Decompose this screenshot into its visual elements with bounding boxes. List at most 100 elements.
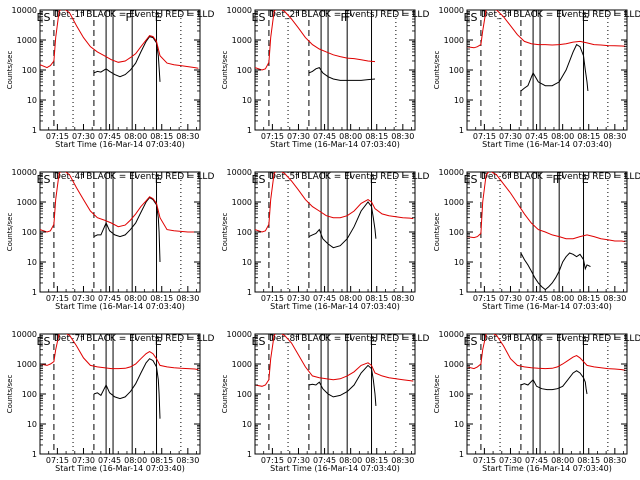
y-tick-label: 1000: [232, 36, 252, 45]
marker-label: E: [37, 11, 44, 24]
plot-frame: [254, 171, 416, 293]
y-tick-label: 10: [27, 96, 37, 105]
x-tick-label: 07:15: [46, 132, 69, 141]
y-tick-label: 100: [237, 228, 252, 237]
marker-label: S: [258, 173, 265, 186]
x-tick-label: 07:45: [313, 456, 336, 465]
y-axis: 1 10 100 1000 10000: [439, 6, 627, 135]
y-tick-label: 10: [242, 420, 252, 429]
x-axis-label: Start Time (16-Mar-14 07:03:40): [55, 140, 185, 149]
x-tick-label: 07:45: [313, 294, 336, 303]
events-series-line: [308, 364, 377, 406]
marker-label: S: [43, 173, 50, 186]
panel-title: Det_6f BLACK = Events, RED = LLD: [481, 172, 640, 182]
x-tick-label: 08:30: [603, 456, 626, 465]
y-axis: 1 10 100 1000 10000: [12, 168, 200, 297]
y-tick-label: 10: [242, 258, 252, 267]
x-tick-label: 07:15: [261, 132, 284, 141]
x-tick-label: 08:30: [603, 294, 626, 303]
y-tick-label: 1: [247, 450, 252, 459]
lld-series-line: [255, 172, 414, 233]
x-axis-label: Start Time (16-Mar-14 07:03:40): [270, 302, 400, 311]
x-tick-label: 07:30: [72, 294, 95, 303]
y-tick-label: 10: [454, 96, 464, 105]
plot-frame: [39, 171, 201, 293]
y-axis-label: Counts/sec: [433, 375, 441, 414]
y-tick-label: 1: [247, 288, 252, 297]
y-tick-label: 10: [27, 420, 37, 429]
y-tick-label: 100: [449, 66, 464, 75]
y-tick-label: 100: [449, 390, 464, 399]
plot-frame: [466, 9, 628, 131]
x-tick-label: 07:30: [72, 132, 95, 141]
x-axis: 07:15 07:30 07:45 08:00 08:15 08:30: [46, 172, 199, 303]
y-tick-label: 1000: [444, 360, 464, 369]
x-axis: 07:15 07:30 07:45 08:00 08:15 08:30: [46, 334, 199, 465]
event-markers: [268, 334, 397, 454]
marker-label: F: [126, 11, 132, 24]
series-group: [467, 10, 626, 92]
panel-title: Det_9f BLACK = Events, RED = LLD: [481, 334, 640, 344]
marker-label: E: [464, 335, 471, 348]
marker-label: E: [37, 173, 44, 186]
y-tick-label: 10: [454, 258, 464, 267]
marker-label: E: [370, 335, 377, 348]
lld-series-line: [255, 334, 414, 387]
marker-label: F: [344, 11, 350, 24]
x-tick-label: 07:30: [72, 456, 95, 465]
plot-frame: [39, 9, 201, 131]
x-axis: 07:15 07:30 07:45 08:00 08:15 08:30: [46, 10, 199, 141]
x-tick-label: 07:15: [261, 456, 284, 465]
x-tick-label: 08:15: [150, 294, 173, 303]
x-axis-label: Start Time (16-Mar-14 07:03:40): [482, 464, 612, 473]
event-markers: [53, 172, 182, 292]
x-tick-label: 07:15: [473, 132, 496, 141]
marker-label: E: [252, 335, 259, 348]
x-tick-label: 08:00: [124, 294, 147, 303]
marker-label: S: [258, 335, 265, 348]
x-tick-label: 08:15: [577, 294, 600, 303]
y-axis: 1 10 100 1000 10000: [227, 330, 415, 459]
x-axis: 07:15 07:30 07:45 08:00 08:15 08:30: [473, 10, 626, 141]
y-tick-label: 10: [454, 420, 464, 429]
panel-title: Det_3f BLACK = Events, RED = LLD: [481, 10, 640, 20]
y-axis: 1 10 100 1000 10000: [227, 168, 415, 297]
lld-series-line: [467, 10, 626, 49]
x-tick-label: 08:30: [176, 132, 199, 141]
lld-series-line: [467, 172, 626, 243]
y-tick-label: 1000: [17, 360, 37, 369]
x-tick-label: 08:15: [150, 456, 173, 465]
x-axis-label: Start Time (16-Mar-14 07:03:40): [55, 302, 185, 311]
y-tick-label: 1: [247, 126, 252, 135]
x-tick-label: 07:15: [473, 294, 496, 303]
series-group: [467, 172, 626, 291]
x-axis-label: Start Time (16-Mar-14 07:03:40): [270, 464, 400, 473]
series-group: [40, 10, 199, 82]
x-tick-label: 07:45: [313, 132, 336, 141]
series-group: [40, 334, 199, 419]
x-tick-label: 07:45: [98, 456, 121, 465]
x-tick-label: 07:30: [499, 132, 522, 141]
x-tick-label: 07:15: [46, 294, 69, 303]
y-tick-label: 10000: [439, 330, 464, 339]
x-tick-label: 08:00: [339, 294, 362, 303]
y-tick-label: 10: [27, 258, 37, 267]
marker-label: E: [37, 335, 44, 348]
x-tick-label: 08:30: [176, 294, 199, 303]
x-tick-label: 07:30: [499, 456, 522, 465]
y-tick-label: 10000: [227, 6, 252, 15]
y-tick-label: 1000: [232, 360, 252, 369]
panel-title: Det_7f BLACK = Events, RED = LLD: [54, 334, 214, 344]
marker-label: E: [582, 335, 589, 348]
marker-label: F: [553, 173, 559, 186]
y-tick-label: 10000: [227, 168, 252, 177]
lld-series-line: [40, 172, 199, 233]
x-tick-label: 08:15: [365, 132, 388, 141]
x-tick-label: 07:30: [287, 294, 310, 303]
x-axis: 07:15 07:30 07:45 08:00 08:15 08:30: [261, 10, 414, 141]
marker-label: S: [470, 173, 477, 186]
x-axis: 07:15 07:30 07:45 08:00 08:15 08:30: [261, 334, 414, 465]
marker-label: E: [582, 11, 589, 24]
